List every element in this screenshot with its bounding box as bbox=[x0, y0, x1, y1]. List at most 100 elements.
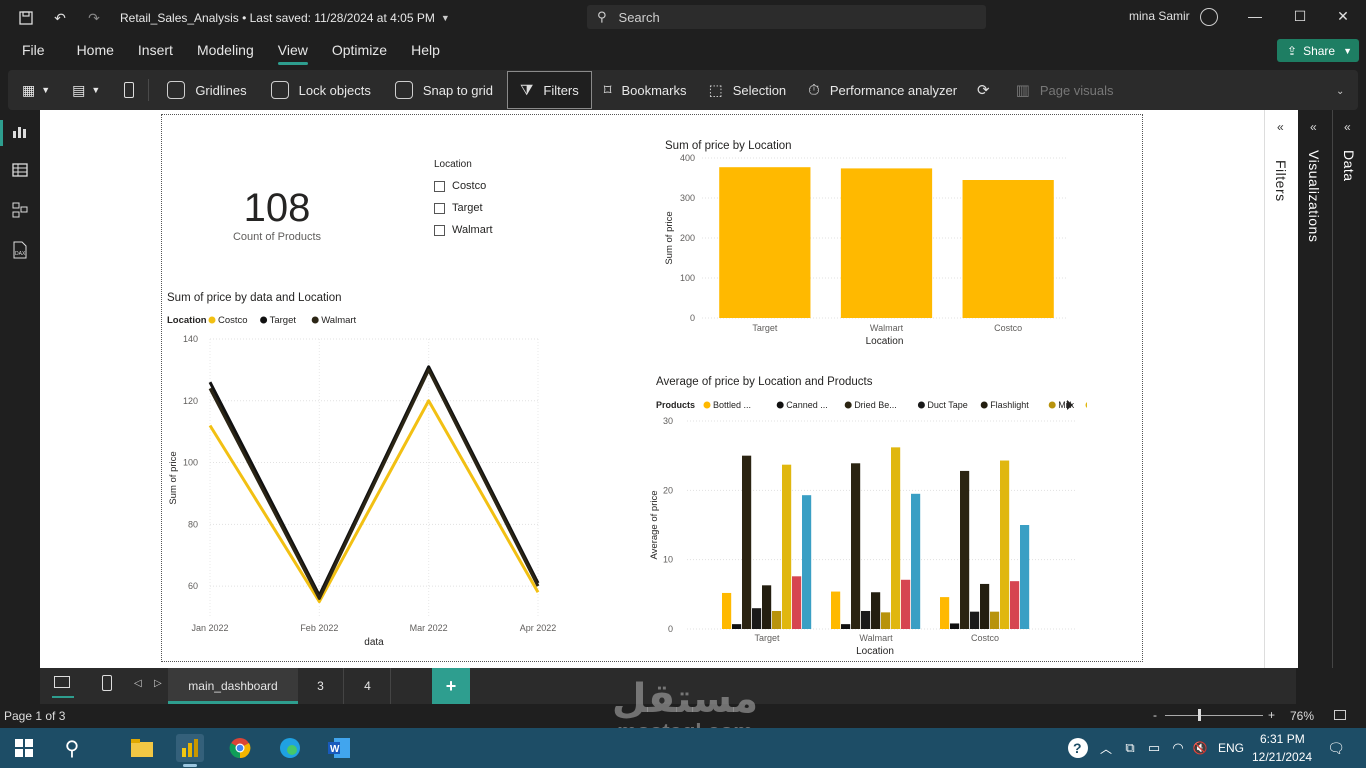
x-tick-label: Walmart bbox=[859, 633, 893, 643]
chevron-left-icon[interactable]: « bbox=[1277, 120, 1284, 134]
chevron-left-icon[interactable]: « bbox=[1310, 120, 1317, 134]
view-toolbar: ▦ ▼ ▤ ▼ Gridlines Lock objects Snap to gri… bbox=[8, 70, 1358, 110]
bookmarks-button[interactable]: ⌑ Bookmarks bbox=[592, 70, 695, 110]
ribbon-collapse-icon[interactable]: ⌄ bbox=[1336, 86, 1345, 97]
prev-page-icon[interactable]: ◁ bbox=[134, 678, 142, 689]
page-tab-3[interactable]: 3 bbox=[298, 668, 344, 704]
clock-time[interactable]: 6:31 PM bbox=[1260, 732, 1305, 746]
wifi-icon[interactable]: ◠ bbox=[1172, 740, 1184, 755]
filters-pane[interactable]: « Filters bbox=[1264, 110, 1298, 668]
maximize-icon[interactable]: ☐ bbox=[1293, 8, 1307, 24]
page-tabs-bar: ◁ ▷ main_dashboard 3 4 + bbox=[40, 668, 1296, 704]
page-visuals-button[interactable]: ▥ Page visuals bbox=[1008, 70, 1122, 110]
selection-button[interactable]: ⬚ Selection bbox=[695, 70, 795, 110]
bar bbox=[901, 579, 911, 629]
chart-title: Sum of price by data and Location bbox=[167, 292, 342, 304]
bookmark-icon: ⌑ bbox=[603, 82, 612, 99]
x-tick-label: Target bbox=[754, 633, 780, 643]
zoom-level[interactable]: 76% bbox=[1290, 709, 1315, 723]
undo-icon[interactable]: ↶ bbox=[54, 9, 66, 26]
filters-button[interactable]: ⧩ Filters bbox=[506, 71, 592, 109]
redo-icon[interactable]: ↷ bbox=[88, 9, 100, 26]
kpi-card[interactable]: 108 Count of Products bbox=[212, 185, 342, 265]
fit-to-page-icon[interactable] bbox=[1334, 710, 1346, 720]
dax-query-icon[interactable]: DAX bbox=[10, 240, 30, 260]
next-page-icon[interactable]: ▷ bbox=[154, 678, 162, 689]
share-button[interactable]: ⇪ Share ▼ bbox=[1277, 39, 1359, 62]
search-icon[interactable]: ⚲ bbox=[64, 737, 80, 760]
page-tab-4[interactable]: 4 bbox=[345, 668, 391, 704]
chevron-up-icon[interactable]: ︿ bbox=[1099, 741, 1112, 756]
search-input[interactable]: ⚲ Search bbox=[587, 5, 986, 29]
zoom-slider-thumb[interactable] bbox=[1198, 709, 1201, 721]
x-axis-label: Location bbox=[856, 646, 894, 657]
snap-to-grid-checkbox[interactable]: Snap to grid bbox=[379, 70, 501, 110]
data-pane-label[interactable]: Data bbox=[1341, 150, 1357, 182]
model-view-icon[interactable] bbox=[10, 200, 30, 220]
chevron-left-icon[interactable]: « bbox=[1344, 120, 1351, 134]
avatar[interactable] bbox=[1200, 8, 1218, 26]
tab-modeling[interactable]: Modeling bbox=[196, 42, 254, 58]
chart-title: Sum of price by Location bbox=[665, 140, 792, 152]
tab-optimize[interactable]: Optimize bbox=[331, 42, 388, 58]
edge-icon[interactable] bbox=[276, 734, 304, 762]
checkbox-icon bbox=[167, 81, 186, 99]
page-view-button[interactable]: ▤ ▼ bbox=[58, 70, 108, 110]
y-tick-label: 10 bbox=[663, 555, 673, 565]
themes-button[interactable]: ▦ ▼ bbox=[8, 70, 58, 110]
close-icon[interactable]: ✕ bbox=[1337, 8, 1349, 24]
slicer-item-target[interactable]: Target bbox=[434, 197, 554, 219]
line-chart-date-location[interactable]: Sum of price by data and Location Locatio… bbox=[162, 287, 582, 659]
gridlines-checkbox[interactable]: Gridlines bbox=[155, 70, 254, 110]
power-bi-icon[interactable] bbox=[176, 734, 204, 762]
tab-home[interactable]: Home bbox=[76, 42, 114, 58]
minimize-icon[interactable]: — bbox=[1248, 8, 1262, 24]
zoom-slider[interactable] bbox=[1165, 715, 1263, 716]
zoom-out-icon[interactable]: - bbox=[1153, 708, 1157, 722]
visualizations-pane[interactable]: « Visualizations bbox=[1298, 110, 1332, 668]
windows-start-icon[interactable] bbox=[10, 734, 38, 762]
data-pane[interactable]: « Data bbox=[1332, 110, 1366, 668]
checkbox-icon bbox=[434, 202, 445, 214]
ribbon-tabs: File Home Insert Modeling View Optimize … bbox=[0, 36, 1366, 66]
mobile-layout-button[interactable] bbox=[108, 70, 142, 110]
table-view-icon[interactable] bbox=[10, 160, 30, 180]
help-icon[interactable]: ? bbox=[1064, 734, 1092, 762]
performance-analyzer-button[interactable]: ⏱ Performance analyzer bbox=[794, 70, 965, 110]
filters-pane-label[interactable]: Filters bbox=[1273, 160, 1289, 202]
location-slicer[interactable]: Location Costco Target Walmart bbox=[434, 159, 554, 241]
clock-date[interactable]: 12/21/2024 bbox=[1252, 750, 1313, 764]
bar-chart-location[interactable]: Sum of price by Location 0 100 200 300 400 Tar… bbox=[647, 125, 1087, 350]
language-indicator[interactable]: ENG bbox=[1218, 741, 1245, 755]
add-page-button[interactable]: + bbox=[432, 668, 470, 704]
zoom-in-icon[interactable]: + bbox=[1268, 708, 1276, 722]
document-title[interactable]: Retail_Sales_Analysis • Last saved: 11/2… bbox=[120, 11, 435, 25]
lock-objects-checkbox[interactable]: Lock objects bbox=[255, 70, 379, 110]
mobile-layout-icon[interactable] bbox=[102, 675, 112, 691]
visualizations-pane-label[interactable]: Visualizations bbox=[1306, 150, 1322, 243]
notification-icon[interactable]: 🗨 bbox=[1327, 739, 1345, 756]
slicer-item-walmart[interactable]: Walmart bbox=[434, 219, 554, 241]
bar bbox=[1010, 581, 1020, 629]
battery-icon[interactable]: ▭ bbox=[1147, 740, 1161, 755]
tab-view[interactable]: View bbox=[266, 36, 320, 66]
page-tab-main-dashboard[interactable]: main_dashboard bbox=[168, 668, 298, 704]
chevron-down-icon[interactable]: ▼ bbox=[440, 13, 450, 23]
bar-chart-avg-products[interactable]: Average of price by Location and Product… bbox=[647, 371, 1113, 661]
tab-insert[interactable]: Insert bbox=[137, 42, 173, 58]
chrome-icon[interactable] bbox=[226, 734, 254, 762]
desktop-layout-icon[interactable] bbox=[54, 676, 70, 688]
sync-slicers-button[interactable]: ⟳ bbox=[965, 70, 1008, 110]
tab-file[interactable]: File bbox=[22, 42, 45, 58]
report-view-icon[interactable] bbox=[10, 122, 30, 142]
slicer-item-costco[interactable]: Costco bbox=[434, 175, 554, 197]
word-icon[interactable]: W bbox=[325, 734, 353, 762]
save-icon[interactable] bbox=[18, 10, 34, 26]
page-indicator: Page 1 of 3 bbox=[4, 709, 66, 723]
file-explorer-icon[interactable] bbox=[128, 734, 156, 762]
x-tick-label: Target bbox=[752, 323, 778, 333]
volume-muted-icon[interactable]: 🔇 bbox=[1192, 741, 1208, 755]
user-name[interactable]: mina Samir bbox=[1129, 9, 1190, 23]
tab-help[interactable]: Help bbox=[411, 42, 440, 58]
meet-icon[interactable]: ⧉ bbox=[1125, 740, 1135, 755]
